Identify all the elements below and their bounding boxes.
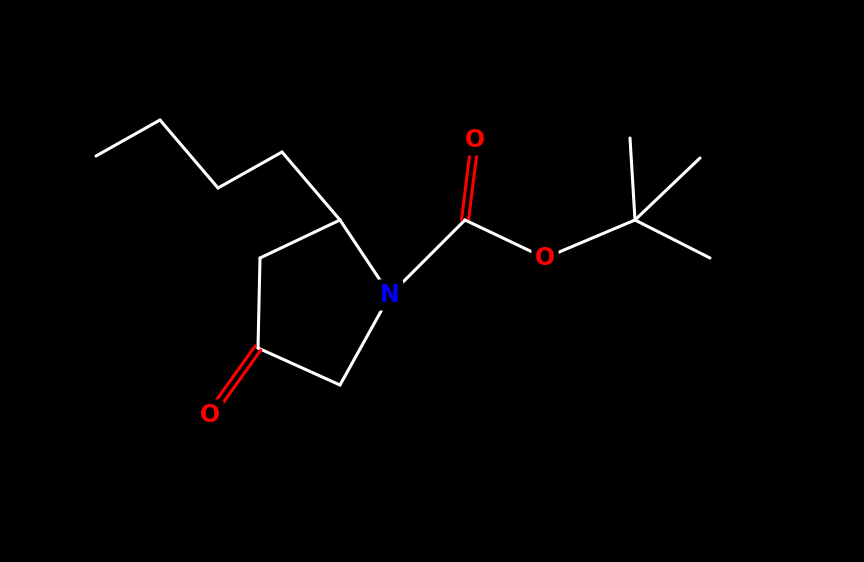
Text: N: N <box>380 283 400 307</box>
Text: O: O <box>465 128 485 152</box>
Text: O: O <box>535 246 555 270</box>
Text: O: O <box>200 403 220 427</box>
